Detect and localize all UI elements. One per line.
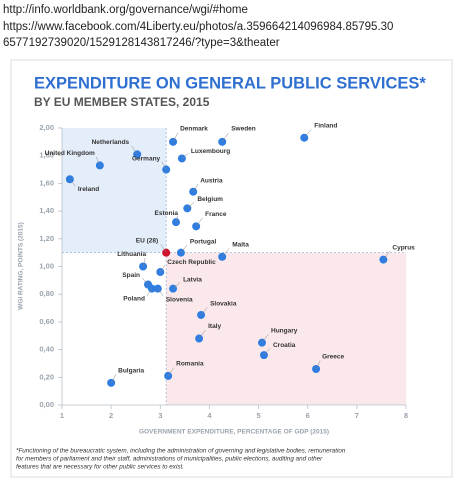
- point-label: Netherlands: [92, 139, 130, 146]
- leader: [315, 360, 321, 370]
- x-tick-label: 4: [207, 411, 212, 420]
- leader: [180, 244, 188, 253]
- link[interactable]: https://www.facebook.com/4Liberty.eu/pho…: [3, 21, 393, 33]
- leader: [383, 251, 390, 260]
- leader: [110, 374, 117, 383]
- link[interactable]: 6577192739020/1529128143817246/?type=3&t…: [3, 37, 280, 49]
- point-label: Italy: [208, 323, 221, 330]
- leader: [96, 156, 101, 166]
- point-label: Croatia: [273, 342, 296, 349]
- leader: [172, 282, 181, 289]
- y-tick-label: 0,00: [39, 400, 54, 409]
- point-label: Lithuania: [117, 251, 146, 258]
- quadrant-shade: [62, 128, 167, 253]
- x-tick-label: 7: [355, 411, 359, 420]
- point-label: Cyprus: [392, 244, 415, 251]
- x-tick-label: 5: [256, 411, 260, 420]
- x-axis-label: GOVERNMENT EXPENDITURE, PERCENTAGE OF GD…: [139, 429, 329, 436]
- y-tick-label: 1,60: [39, 178, 54, 187]
- leader: [142, 258, 146, 267]
- point-label: Malta: [232, 242, 249, 249]
- leader: [157, 288, 164, 297]
- leader: [263, 347, 271, 356]
- point-label: EU (28): [136, 237, 158, 244]
- x-tick-label: 6: [306, 411, 310, 420]
- leader: [175, 215, 178, 223]
- point-label: Ireland: [78, 186, 99, 193]
- leader: [200, 307, 208, 316]
- leader: [131, 145, 138, 155]
- point-label: Belgium: [197, 196, 223, 203]
- leader: [195, 217, 203, 227]
- leader: [261, 334, 269, 343]
- point-label: Poland: [123, 295, 145, 302]
- x-tick-label: 1: [60, 411, 64, 420]
- y-tick-label: 1,00: [39, 261, 54, 270]
- point-label: Bulgaria: [118, 368, 144, 375]
- chart-title: EXPENDITURE ON GENERAL PUBLIC SERVICES*: [34, 74, 426, 92]
- leader: [304, 129, 312, 138]
- point-label: Greece: [322, 354, 344, 361]
- leader: [172, 132, 179, 142]
- point-label: Austria: [200, 177, 223, 184]
- link[interactable]: http://info.worldbank.org/governance/wgi…: [3, 4, 248, 16]
- point-label: Spain: [122, 272, 140, 279]
- chart-subtitle: BY EU MEMBER STATES, 2015: [34, 95, 210, 109]
- point-label: Denmark: [180, 126, 208, 133]
- leader: [167, 367, 174, 377]
- y-tick-label: 1,80: [39, 151, 54, 160]
- leader: [69, 179, 76, 187]
- y-tick-label: 1,20: [39, 234, 54, 243]
- point-label: Slovakia: [210, 301, 237, 308]
- y-tick-label: 0,60: [39, 317, 54, 326]
- point-label: Germany: [132, 155, 161, 162]
- point-label: Sweden: [231, 126, 256, 133]
- leader: [222, 248, 230, 257]
- point-label: Czech Republic: [167, 259, 216, 266]
- point-label: Finland: [314, 122, 337, 129]
- leader: [160, 264, 166, 273]
- leader: [181, 153, 189, 159]
- point-label: United Kingdom: [45, 150, 95, 157]
- point-label: Latvia: [183, 276, 202, 283]
- footnote: features that are necessary for other pu…: [16, 464, 184, 471]
- leader: [160, 244, 167, 253]
- footnote: *Functioning of the bureaucratic system,…: [16, 448, 346, 455]
- point-label: Romania: [176, 361, 204, 368]
- leader: [187, 201, 195, 209]
- quadrant-shade: [166, 252, 406, 405]
- leader: [193, 183, 199, 192]
- leader: [146, 288, 153, 296]
- x-tick-label: 2: [109, 411, 113, 420]
- point-label: Portugal: [190, 238, 217, 245]
- y-tick-label: 0,40: [39, 345, 54, 354]
- y-tick-label: 0,80: [39, 289, 54, 298]
- y-axis-label: WGI RATING, POINTS (2015): [18, 222, 25, 310]
- y-tick-label: 1,40: [39, 206, 54, 215]
- y-tick-label: 2,00: [39, 123, 54, 132]
- point-label: France: [205, 211, 227, 218]
- point-label: Estonia: [155, 210, 179, 217]
- point-label: Hungary: [271, 327, 298, 334]
- x-tick-label: 3: [158, 411, 162, 420]
- x-tick-label: 8: [404, 411, 408, 420]
- point-label: Luxembourg: [191, 148, 230, 155]
- leader: [198, 329, 206, 339]
- footnote: for members of parliament and their staf…: [16, 456, 323, 463]
- y-tick-label: 0,20: [39, 372, 54, 381]
- point-label: Slovenia: [166, 296, 193, 303]
- leader: [222, 132, 229, 142]
- leader: [161, 161, 167, 170]
- leader: [142, 278, 149, 285]
